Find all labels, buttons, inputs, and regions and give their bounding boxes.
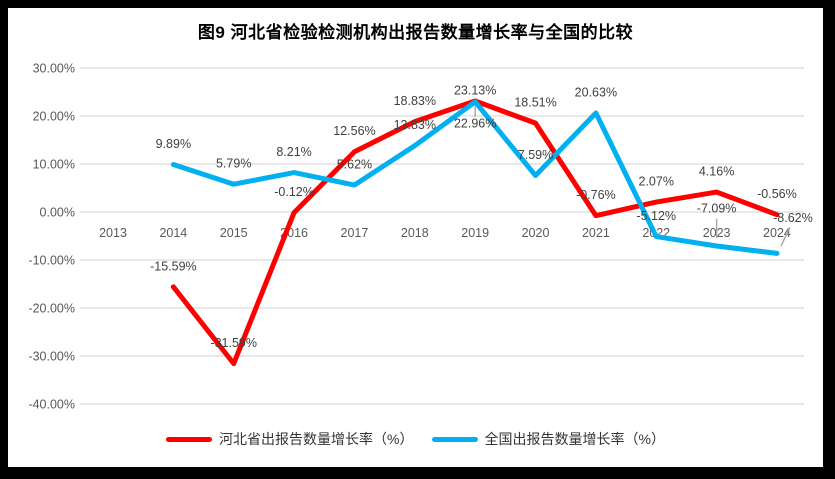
legend-item-national: 全国出报告数量增长率（%）	[431, 429, 665, 449]
chart-canvas	[8, 8, 823, 467]
chart-title: 图9 河北省检验检测机构出报告数量增长率与全国的比较	[197, 23, 634, 42]
legend-swatch-hebei	[166, 436, 213, 442]
legend-label-national: 全国出报告数量增长率（%）	[484, 431, 665, 447]
legend-label-hebei: 河北省出报告数量增长率（%）	[219, 431, 414, 447]
legend-item-hebei: 河北省出报告数量增长率（%）	[166, 429, 414, 449]
legend: 河北省出报告数量增长率（%） 全国出报告数量增长率（%）	[8, 429, 823, 449]
legend-swatch-national	[431, 436, 478, 442]
